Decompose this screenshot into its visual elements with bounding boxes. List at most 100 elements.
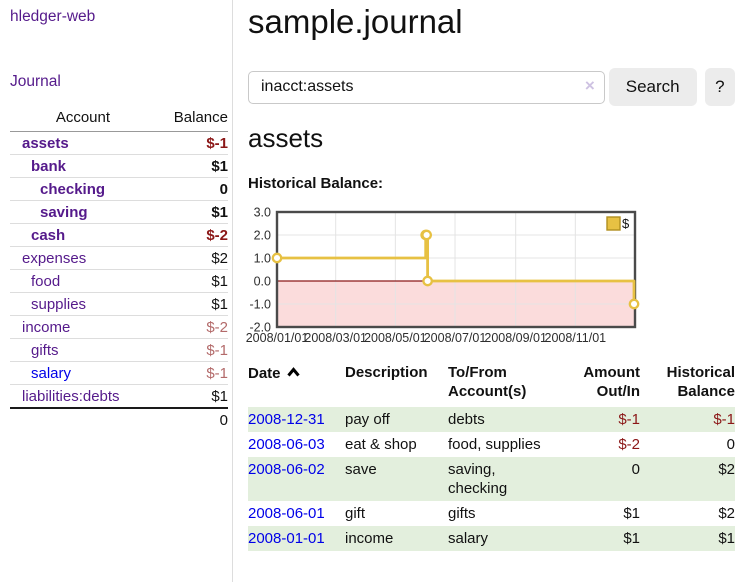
register-col-header-balance: Historical Balance [666, 364, 735, 400]
account-row: bank $1 [10, 154, 228, 178]
account-row: salary $-1 [10, 361, 228, 385]
transaction-amount: $-2 [618, 436, 640, 453]
transaction-description: eat & shop [345, 436, 417, 453]
accounts-total-value: 0 [10, 407, 228, 432]
register-table: Date Description To/From Account(s) Amou… [248, 363, 735, 551]
transaction-tofrom: saving, checking [448, 461, 508, 497]
main-content: sample.journal × Search ? assets Histori… [246, 0, 735, 551]
account-balance: $-2 [155, 315, 228, 339]
account-row: liabilities:debts $1 [10, 384, 228, 408]
account-balance: $2 [155, 246, 228, 270]
svg-text:2008/09/01: 2008/09/01 [484, 331, 547, 345]
svg-text:3.0: 3.0 [254, 206, 271, 220]
help-button[interactable]: ? [704, 68, 735, 106]
svg-text:2008/05/01: 2008/05/01 [364, 331, 427, 345]
transaction-row: 2008-06-01 gift gifts $1 $2 [248, 501, 735, 526]
svg-text:2008/01/01: 2008/01/01 [246, 331, 309, 345]
account-link-salary[interactable]: salary [31, 364, 72, 382]
accounts-col-header-balance: Balance [155, 107, 228, 132]
transaction-balance: $2 [718, 461, 735, 478]
account-balance: $1 [155, 292, 228, 316]
account-link-income[interactable]: income [22, 318, 71, 336]
svg-text:2008/11/01: 2008/11/01 [545, 331, 607, 345]
account-link-cash[interactable]: cash [31, 226, 66, 244]
account-balance: $-1 [155, 361, 228, 385]
account-link-checking[interactable]: checking [40, 180, 106, 198]
app-brand-link[interactable]: hledger-web [10, 8, 96, 25]
transaction-description: gift [345, 505, 366, 522]
register-col-header-description: Description [345, 364, 428, 381]
account-balance: $-2 [155, 223, 228, 247]
account-balance: $1 [155, 384, 228, 408]
account-row: food $1 [10, 269, 228, 293]
transaction-row: 2008-06-03 eat & shop food, supplies $-2… [248, 432, 735, 457]
transaction-row: 2008-01-01 income salary $1 $1 [248, 526, 735, 551]
account-balance: $-1 [155, 338, 228, 362]
sidebar: hledger-web Journal Account Balance asse… [0, 0, 233, 582]
svg-text:-2.0: -2.0 [249, 321, 271, 335]
account-balance: $1 [155, 154, 228, 178]
transaction-tofrom: debts [448, 411, 485, 428]
accounts-total-row: 0 [10, 407, 228, 432]
transaction-date-link[interactable]: 2008-06-02 [248, 461, 325, 478]
account-row: cash $-2 [10, 223, 228, 247]
account-link-expenses[interactable]: expenses [22, 249, 87, 267]
account-balance: $1 [155, 200, 228, 224]
transaction-date-link[interactable]: 2008-01-01 [248, 530, 325, 547]
svg-text:2008/07/01: 2008/07/01 [424, 331, 487, 345]
transaction-amount: $1 [623, 530, 640, 547]
account-link-bank[interactable]: bank [31, 157, 67, 175]
transaction-balance: 0 [726, 436, 735, 453]
transaction-balance: $1 [718, 530, 735, 547]
transaction-amount: $1 [623, 505, 640, 522]
transaction-date-link[interactable]: 2008-12-31 [248, 411, 325, 428]
transaction-date-link[interactable]: 2008-06-03 [248, 436, 325, 453]
account-row: saving $1 [10, 200, 228, 224]
chart-title: Historical Balance: [248, 175, 384, 192]
account-link-supplies[interactable]: supplies [31, 295, 87, 313]
search-input[interactable] [248, 70, 605, 104]
account-link-liabilities-debts[interactable]: liabilities:debts [22, 387, 120, 405]
clear-search-icon[interactable]: × [584, 75, 595, 95]
account-link-saving[interactable]: saving [40, 203, 88, 221]
account-link-food[interactable]: food [31, 272, 61, 290]
transaction-description: income [345, 530, 394, 547]
transaction-tofrom: gifts [448, 505, 476, 522]
sidebar-item-journal[interactable]: Journal [10, 73, 61, 90]
transaction-tofrom: food, supplies [448, 436, 541, 453]
register-col-header-date[interactable]: Date [248, 363, 345, 407]
svg-text:$: $ [622, 216, 630, 231]
account-heading: assets [248, 123, 324, 153]
transaction-date-link[interactable]: 2008-06-01 [248, 505, 325, 522]
accounts-table: Account Balance assets $-1 bank $1 check… [10, 107, 228, 432]
register-col-header-amount: Amount Out/In [583, 364, 640, 400]
svg-text:2008/03/01: 2008/03/01 [304, 331, 367, 345]
account-balance: $1 [155, 269, 228, 293]
search-button[interactable]: Search [608, 68, 697, 106]
transaction-balance: $2 [718, 505, 735, 522]
account-link-assets[interactable]: assets [22, 134, 69, 152]
transaction-row: 2008-06-02 save saving, checking 0 $2 [248, 457, 735, 501]
account-row: assets $-1 [10, 132, 228, 155]
historical-balance-chart: $3.0 2.0 1.0 0.0 -1.0 -2.02008/01/012008/03/0… [246, 206, 640, 345]
transaction-amount: 0 [631, 461, 640, 478]
account-row: checking 0 [10, 177, 228, 201]
svg-text:2.0: 2.0 [254, 229, 271, 243]
transaction-tofrom: salary [448, 530, 489, 547]
account-row: income $-2 [10, 315, 228, 339]
journal-title: sample.journal [248, 3, 463, 40]
transaction-amount: $-1 [618, 411, 640, 428]
account-row: gifts $-1 [10, 338, 228, 362]
transaction-balance: $-1 [713, 411, 735, 428]
transaction-row: 2008-12-31 pay off debts $-1 $-1 [248, 407, 735, 432]
transaction-description: save [345, 461, 377, 478]
account-link-gifts[interactable]: gifts [31, 341, 59, 359]
account-row: expenses $2 [10, 246, 228, 270]
account-balance: 0 [155, 177, 228, 201]
sort-ascending-icon [286, 363, 300, 382]
svg-text:0.0: 0.0 [254, 275, 271, 289]
register-col-header-tofrom: To/From Account(s) [448, 364, 527, 400]
account-balance: $-1 [206, 134, 228, 152]
svg-text:-1.0: -1.0 [249, 298, 271, 312]
svg-text:1.0: 1.0 [254, 252, 271, 266]
